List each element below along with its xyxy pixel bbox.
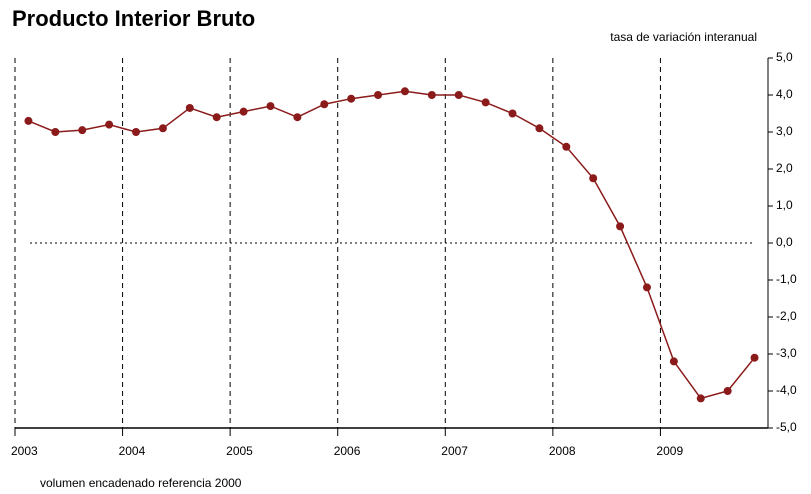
point: [696, 394, 705, 403]
point: [185, 103, 194, 112]
point: [78, 126, 87, 135]
x-tick-label: 2006: [334, 444, 361, 458]
x-tick-label: 2008: [549, 444, 576, 458]
y-tick-label: 2,0: [776, 161, 793, 175]
point: [374, 91, 383, 99]
series-line: [28, 90, 756, 400]
point: [293, 113, 302, 122]
point: [266, 102, 275, 111]
point: [239, 107, 248, 116]
point: [616, 222, 625, 231]
point: [508, 109, 517, 118]
x-tick-label: 2005: [226, 444, 253, 458]
point: [320, 100, 329, 109]
y-tick-label: -4,0: [776, 383, 797, 397]
point: [750, 353, 759, 362]
point: [589, 174, 598, 183]
y-tick-label: -3,0: [776, 346, 797, 360]
point: [24, 116, 33, 125]
point: [400, 87, 409, 96]
y-tick-label: 0,0: [776, 235, 793, 249]
y-tick-label: -1,0: [776, 272, 797, 286]
point: [51, 128, 60, 136]
point: [562, 142, 571, 151]
chart-subtitle: tasa de variación interanual: [610, 30, 757, 44]
point: [347, 94, 356, 103]
point: [454, 91, 463, 99]
y-tick-label: 1,0: [776, 198, 793, 212]
y-tick-label: 3,0: [776, 124, 793, 138]
point: [105, 120, 114, 129]
point: [132, 128, 141, 136]
point: [158, 124, 167, 133]
point: [212, 113, 221, 122]
point: [535, 124, 544, 133]
point: [427, 91, 436, 99]
x-tick-label: 2007: [441, 444, 468, 458]
y-tick-label: 5,0: [776, 50, 793, 64]
y-tick-label: 4,0: [776, 87, 793, 101]
point: [642, 283, 651, 292]
point: [723, 387, 732, 395]
point: [481, 98, 490, 107]
chart-note: volumen encadenado referencia 2000: [40, 476, 242, 490]
y-tick-label: -2,0: [776, 309, 797, 323]
chart-title: Producto Interior Bruto: [12, 6, 255, 31]
y-tick-label: -5,0: [776, 420, 797, 434]
x-tick-label: 2009: [656, 444, 683, 458]
x-tick-label: 2003: [11, 444, 38, 458]
point: [669, 357, 678, 366]
x-tick-label: 2004: [119, 444, 146, 458]
